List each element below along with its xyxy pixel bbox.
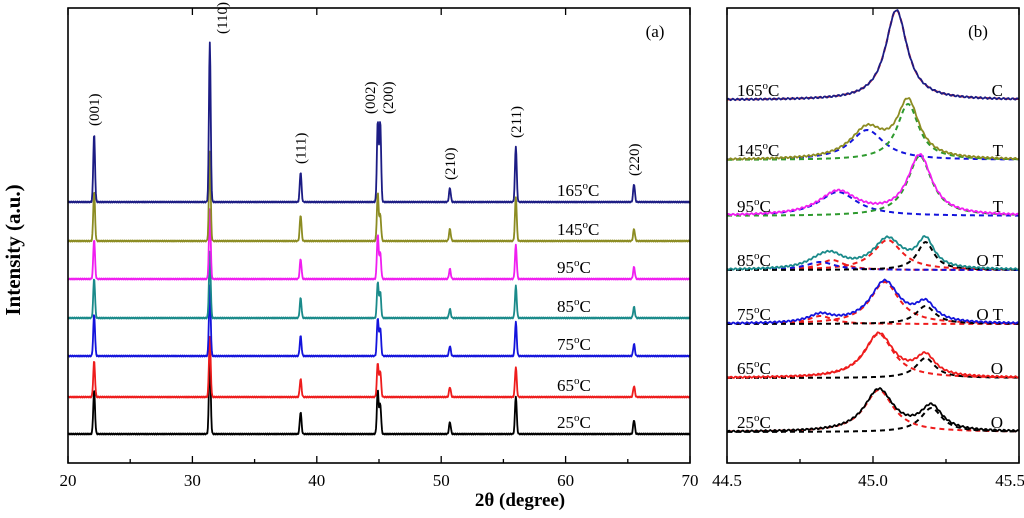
measured-trace-65C	[726, 331, 1020, 379]
panel-b-peak-fits: 165oC C 145oC T 95oC T 85oC O T 75oC O T 65oC O 25oC…	[712, 7, 1024, 490]
temp-label-75C: 75oC	[557, 334, 591, 354]
temp-label-95C: 95oC	[557, 257, 591, 277]
temp-label-145C: 145oC	[557, 219, 599, 239]
phase-label-85C: O T	[976, 251, 1003, 270]
b-temp-label-25C: 25oC	[737, 412, 771, 432]
phase-label-25C: O	[991, 413, 1003, 432]
measured-trace-145C	[726, 97, 1020, 161]
xrd-trace-75C	[67, 284, 691, 358]
temp-label-85C: 85oC	[557, 296, 591, 316]
measured-trace-95C	[726, 152, 1020, 217]
peak-label-210: (210)	[443, 148, 459, 181]
peak-label-211: (211)	[509, 106, 525, 138]
phase-label-65C: O	[991, 359, 1003, 378]
b-temp-label-145C: 145oC	[737, 140, 779, 160]
b-temp-label-95C: 95oC	[737, 196, 771, 216]
fit-component-25C-1	[727, 406, 1020, 433]
b-xtick-label-45.5: 45.5	[995, 471, 1024, 490]
panel-a-label: (a)	[646, 22, 665, 41]
temp-label-65C: 65oC	[557, 375, 591, 395]
panel-b-x-ticks: 44.5 45.0 45.5	[712, 8, 1024, 490]
a-xtick-label-70: 70	[682, 471, 699, 490]
peak-label-200: (200)	[381, 82, 397, 115]
panel-b-axis-frame	[726, 7, 1020, 464]
fit-component-75C-2	[727, 304, 1019, 325]
peak-label-002: (002)	[363, 82, 379, 115]
panel-a-xrd-patterns: (001) (110) (111) (002) (200) (210) (211) (220)…	[1, 2, 699, 511]
peak-label-111: (111)	[294, 133, 310, 164]
panel-b-label: (b)	[968, 22, 988, 41]
panel-b-labels: 165oC C 145oC T 95oC T 85oC O T 75oC O T 65oC O 25oC…	[737, 80, 1004, 432]
temp-label-25C: 25oC	[557, 412, 591, 432]
temp-label-165C: 165oC	[557, 180, 599, 200]
peak-label-001: (001)	[87, 94, 103, 127]
a-xtick-label-40: 40	[308, 471, 325, 490]
x-axis-label: 2θ (degree)	[475, 490, 565, 511]
a-xtick-label-20: 20	[60, 471, 77, 490]
xrd-trace-25C	[67, 353, 691, 436]
measured-trace-25C	[726, 387, 1020, 433]
panel-a-traces	[67, 41, 691, 436]
a-xtick-label-60: 60	[557, 471, 574, 490]
xrd-trace-145C	[67, 150, 691, 243]
measured-trace-165C	[726, 9, 1020, 102]
b-temp-label-85C: 85oC	[737, 250, 771, 270]
panel-a-x-ticks: 20 30 40 50 60 70	[60, 8, 699, 490]
xrd-trace-65C	[67, 335, 691, 399]
b-temp-label-75C: 75oC	[737, 304, 771, 324]
panel-a-peak-labels: (001) (110) (111) (002) (200) (210) (211) (220)	[87, 2, 643, 180]
peak-label-110: (110)	[215, 2, 231, 34]
b-temp-label-165C: 165oC	[737, 80, 779, 100]
y-axis-label: Intensity (a.u.)	[1, 184, 25, 315]
measured-trace-85C	[726, 235, 1020, 271]
panel-b-traces	[726, 8, 1020, 433]
b-xtick-label-45.0: 45.0	[858, 471, 888, 490]
peak-label-220: (220)	[627, 144, 643, 177]
phase-label-145C: T	[993, 141, 1004, 160]
b-temp-label-65C: 65oC	[737, 358, 771, 378]
xrd-trace-95C	[67, 208, 691, 281]
a-xtick-label-50: 50	[433, 471, 450, 490]
b-xtick-label-44.5: 44.5	[712, 471, 742, 490]
xrd-trace-165C	[67, 41, 691, 204]
measured-trace-75C	[726, 278, 1020, 325]
phase-label-95C: T	[993, 197, 1004, 216]
phase-label-75C: O T	[976, 305, 1003, 324]
xrd-trace-85C	[67, 250, 691, 320]
panel-a-temperature-labels: 25oC 65oC 75oC 85oC 95oC 145oC 165oC	[557, 180, 599, 432]
phase-label-165C: C	[992, 81, 1003, 100]
fit-component-85C-3	[727, 240, 1020, 271]
fit-component-95C-1	[726, 154, 1020, 217]
a-xtick-label-30: 30	[184, 471, 201, 490]
